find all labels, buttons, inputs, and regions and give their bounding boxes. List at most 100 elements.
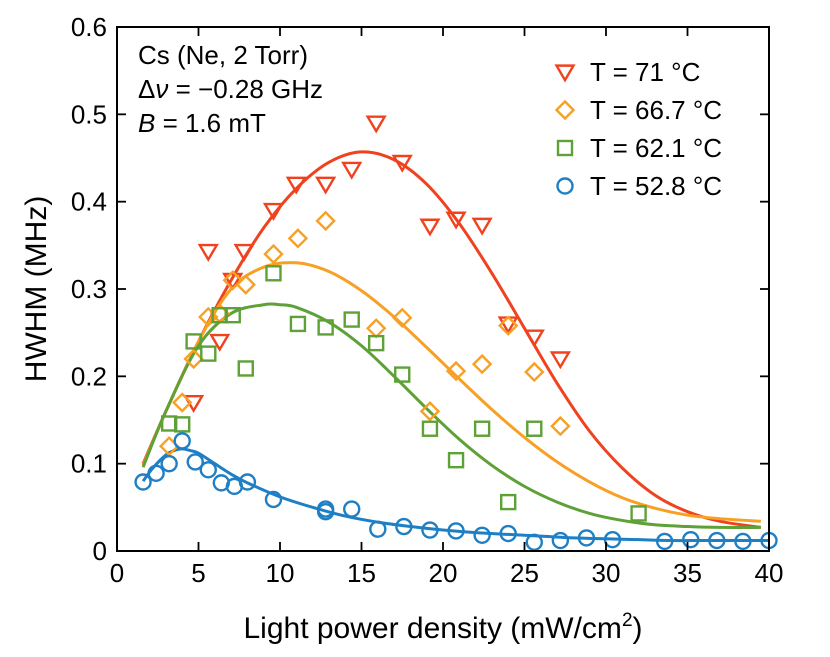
- data-point-t-71-c: [549, 351, 571, 370]
- data-point-t-71-c: [471, 217, 493, 236]
- data-point-t-62-1-c: [630, 505, 647, 522]
- data-point-t-66-7-c: [550, 415, 571, 437]
- data-point-t-62-1-c: [343, 311, 360, 328]
- annotation-block: Cs (Ne, 2 Torr) Δν = −0.28 GHz B = 1.6 m…: [138, 40, 323, 138]
- data-point-t-66-7-c: [235, 274, 256, 295]
- annotation-line-3: B = 1.6 mT: [138, 108, 266, 138]
- data-point-t-71-c: [233, 243, 255, 262]
- legend-label-t-71-c: T = 71 °C: [590, 57, 700, 87]
- annotation-field: = 1.6 mT: [155, 108, 266, 138]
- legend-marker-t-71-c: [554, 64, 576, 83]
- legend-marker-t-62-1-c: [556, 139, 574, 157]
- data-point-t-62-1-c: [500, 493, 517, 511]
- data-points: [134, 115, 778, 551]
- data-point-t-71-c: [285, 176, 307, 195]
- data-point-t-52-8-c: [134, 473, 152, 491]
- annotation-nu: ν: [155, 74, 168, 104]
- data-point-t-71-c: [197, 243, 219, 262]
- data-point-t-62-1-c: [473, 420, 491, 437]
- data-point-t-52-8-c: [473, 526, 491, 544]
- legend-marker-t-52-8-c: [556, 177, 574, 195]
- fit-curve-t-71-c: [141, 150, 762, 529]
- data-point-t-66-7-c: [315, 210, 336, 232]
- data-point-t-71-c: [222, 272, 244, 291]
- fit-curve-t-62-1-c: [141, 302, 761, 529]
- x-axis-label-sup: 2: [622, 610, 633, 631]
- data-point-t-71-c: [209, 333, 231, 352]
- data-point-t-71-c: [262, 202, 285, 221]
- data-point-t-62-1-c: [265, 265, 282, 282]
- y-tick-label: 0.3: [71, 274, 107, 304]
- data-point-t-66-7-c: [445, 360, 467, 382]
- data-point-t-52-8-c: [447, 522, 465, 540]
- x-tick-label: 25: [510, 558, 539, 588]
- data-point-t-66-7-c: [198, 306, 219, 328]
- y-tick-label: 0.5: [71, 99, 107, 129]
- x-tick-label: 20: [429, 558, 458, 588]
- x-tick-label: 30: [592, 558, 621, 588]
- legend-label-t-62-1-c: T = 62.1 °C: [590, 133, 722, 163]
- y-tick-label: 0.6: [71, 12, 107, 42]
- data-point-t-62-1-c: [447, 451, 465, 469]
- legend-label-t-52-8-c: T = 52.8 °C: [590, 171, 722, 201]
- data-point-t-66-7-c: [498, 315, 519, 336]
- data-point-t-52-8-c: [147, 464, 165, 482]
- data-point-t-62-1-c: [173, 416, 191, 433]
- data-point-t-52-8-c: [369, 520, 387, 538]
- annotation-line-1: Cs (Ne, 2 Torr): [138, 40, 308, 70]
- x-axis-label-close: ): [633, 612, 643, 645]
- x-tick-label: 35: [673, 558, 702, 588]
- annotation-delta: Δ: [138, 74, 155, 104]
- y-tick-label: 0: [93, 536, 107, 566]
- x-axis-ticks: 0 5 10 15 20 25 30 35 40: [110, 27, 784, 588]
- data-point-t-52-8-c: [316, 500, 335, 518]
- y-axis-ticks: 0 0.1 0.2 0.3 0.4 0.5 0.6: [71, 12, 769, 566]
- data-point-t-52-8-c: [655, 532, 674, 551]
- data-point-t-62-1-c: [289, 315, 307, 333]
- data-point-t-52-8-c: [499, 524, 517, 543]
- data-point-t-71-c: [365, 115, 387, 134]
- data-point-t-66-7-c: [222, 270, 243, 291]
- data-point-t-71-c: [445, 211, 467, 230]
- data-point-t-52-8-c: [395, 517, 413, 536]
- x-tick-label: 5: [191, 558, 205, 588]
- data-point-t-66-7-c: [172, 392, 193, 413]
- data-point-t-52-8-c: [173, 432, 191, 450]
- x-tick-label: 10: [266, 558, 295, 588]
- data-point-t-62-1-c: [421, 420, 439, 437]
- data-point-t-52-8-c: [525, 533, 543, 551]
- y-tick-label: 0.1: [71, 449, 107, 479]
- data-point-t-71-c: [341, 161, 363, 180]
- data-point-t-52-8-c: [343, 500, 361, 518]
- data-point-t-66-7-c: [263, 243, 284, 265]
- annotation-detuning: = −0.28 GHz: [168, 74, 323, 104]
- data-point-t-52-8-c: [238, 473, 257, 491]
- data-point-t-52-8-c: [264, 490, 283, 509]
- data-point-t-66-7-c: [287, 228, 309, 249]
- data-point-t-52-8-c: [160, 454, 178, 473]
- data-point-t-52-8-c: [199, 461, 217, 479]
- fit-curve-t-66-7-c: [141, 261, 761, 523]
- data-point-t-66-7-c: [471, 353, 493, 375]
- data-point-t-62-1-c: [224, 307, 241, 324]
- x-tick-label: 0: [110, 558, 124, 588]
- data-point-t-71-c: [523, 329, 545, 348]
- data-point-t-62-1-c: [394, 366, 411, 383]
- data-point-t-52-8-c: [603, 530, 622, 549]
- data-point-t-71-c: [315, 176, 337, 195]
- data-point-t-66-7-c: [524, 361, 545, 383]
- data-point-t-62-1-c: [367, 334, 385, 352]
- legend-label-t-66-7-c: T = 66.7 °C: [590, 95, 722, 125]
- data-point-t-66-7-c: [392, 307, 413, 329]
- x-axis-label: Light power density (mW/cm2): [243, 610, 642, 645]
- y-tick-label: 0.2: [71, 361, 107, 391]
- data-point-t-52-8-c: [734, 532, 752, 551]
- data-point-t-66-7-c: [183, 348, 204, 370]
- data-point-t-71-c: [391, 154, 413, 173]
- x-tick-label: 40: [755, 558, 784, 588]
- data-point-t-62-1-c: [185, 333, 202, 350]
- annotation-b: B: [138, 108, 155, 138]
- data-point-t-62-1-c: [526, 420, 543, 437]
- data-point-t-52-8-c: [577, 529, 596, 547]
